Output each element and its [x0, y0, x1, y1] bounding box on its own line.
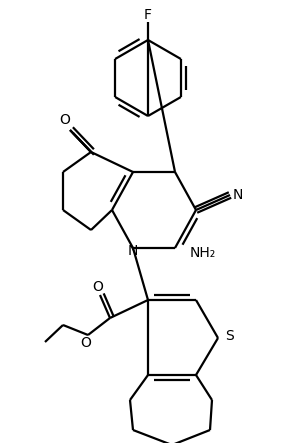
- Text: F: F: [144, 8, 152, 22]
- Text: O: O: [92, 280, 103, 294]
- Text: N: N: [128, 244, 138, 258]
- Text: N: N: [233, 188, 243, 202]
- Text: S: S: [226, 329, 234, 343]
- Text: NH₂: NH₂: [190, 246, 216, 260]
- Text: O: O: [60, 113, 70, 127]
- Text: O: O: [81, 336, 91, 350]
